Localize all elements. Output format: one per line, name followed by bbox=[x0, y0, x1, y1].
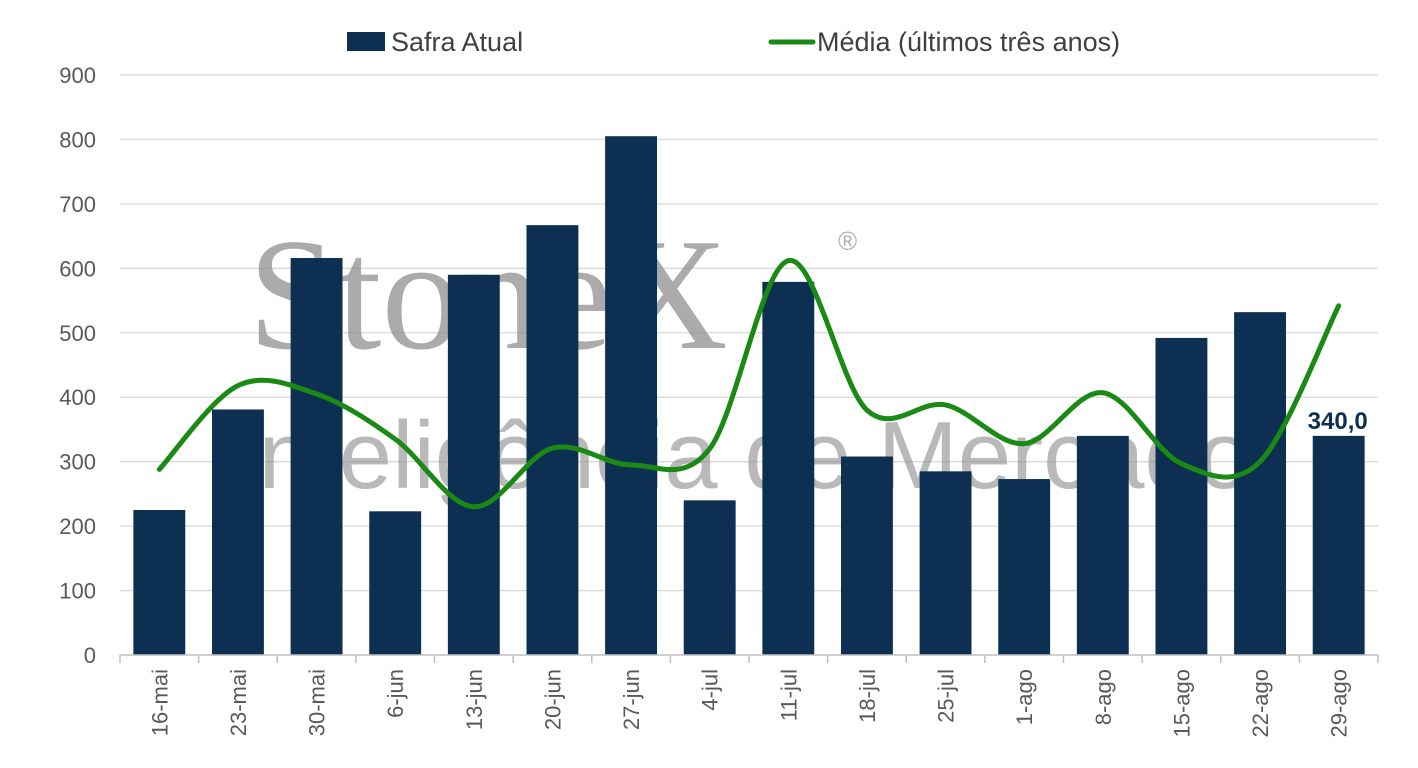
x-tick-label: 23-mai bbox=[226, 669, 251, 736]
x-axis bbox=[119, 654, 1379, 663]
legend-swatch-bar bbox=[347, 32, 385, 51]
x-tick-label: 25-jul bbox=[934, 669, 959, 723]
bar bbox=[1234, 312, 1287, 655]
x-tick-label: 20-jun bbox=[540, 669, 565, 730]
series-line bbox=[156, 258, 1342, 510]
x-tick-label: 27-jun bbox=[619, 669, 644, 730]
bar bbox=[919, 471, 972, 655]
y-axis-ticks: 0 100 200 300 400 500 600 700 800 900 bbox=[59, 63, 96, 668]
bar bbox=[840, 456, 893, 655]
legend: Safra Atual Média (últimos três anos) bbox=[347, 27, 1120, 57]
y-tick-label: 500 bbox=[59, 321, 96, 346]
watermark-registered-mark: ® bbox=[838, 226, 857, 256]
x-tick-label: 11-jul bbox=[776, 669, 801, 721]
x-tick-label: 1-ago bbox=[1012, 669, 1037, 725]
bar-series bbox=[133, 136, 1365, 655]
y-tick-label: 800 bbox=[59, 127, 96, 152]
y-tick-label: 0 bbox=[84, 643, 96, 668]
x-tick-label: 4-jul bbox=[698, 669, 723, 711]
bar bbox=[1155, 337, 1208, 655]
legend-label-line: Média (últimos três anos) bbox=[817, 27, 1120, 57]
y-tick-label: 700 bbox=[59, 192, 96, 217]
bar bbox=[998, 479, 1051, 655]
x-tick-label: 13-jun bbox=[462, 669, 487, 730]
data-labels: 340,0 bbox=[1308, 408, 1368, 435]
line-series bbox=[156, 258, 1342, 510]
bar bbox=[1076, 435, 1129, 655]
bar bbox=[369, 511, 422, 655]
bar bbox=[133, 510, 186, 655]
x-tick-label: 29-ago bbox=[1327, 669, 1352, 738]
x-tick-label: 15-ago bbox=[1169, 669, 1194, 738]
bar bbox=[211, 409, 264, 655]
x-tick-label: 6-jun bbox=[383, 669, 408, 718]
bar bbox=[526, 225, 579, 655]
y-tick-label: 400 bbox=[59, 385, 96, 410]
bar bbox=[683, 500, 736, 655]
bar bbox=[762, 281, 815, 655]
y-tick-label: 600 bbox=[59, 256, 96, 281]
y-tick-label: 900 bbox=[59, 63, 96, 88]
bar bbox=[447, 274, 500, 655]
bar bbox=[605, 136, 658, 655]
x-tick-label: 18-jul bbox=[855, 669, 880, 723]
bar bbox=[1312, 435, 1365, 655]
y-tick-label: 300 bbox=[59, 450, 96, 475]
y-tick-label: 200 bbox=[59, 514, 96, 539]
x-tick-label: 22-ago bbox=[1248, 669, 1273, 738]
x-tick-label: 16-mai bbox=[147, 669, 172, 736]
legend-label-bar: Safra Atual bbox=[391, 27, 523, 57]
x-tick-label: 8-ago bbox=[1091, 669, 1116, 725]
x-tick-label: 30-mai bbox=[305, 669, 330, 736]
data-label: 340,0 bbox=[1308, 408, 1368, 435]
x-axis-ticks: 16-mai 23-mai 30-mai 6-jun 13-jun 20-jun 27-ju… bbox=[147, 669, 1351, 738]
y-tick-label: 100 bbox=[59, 579, 96, 604]
bar bbox=[290, 258, 343, 655]
